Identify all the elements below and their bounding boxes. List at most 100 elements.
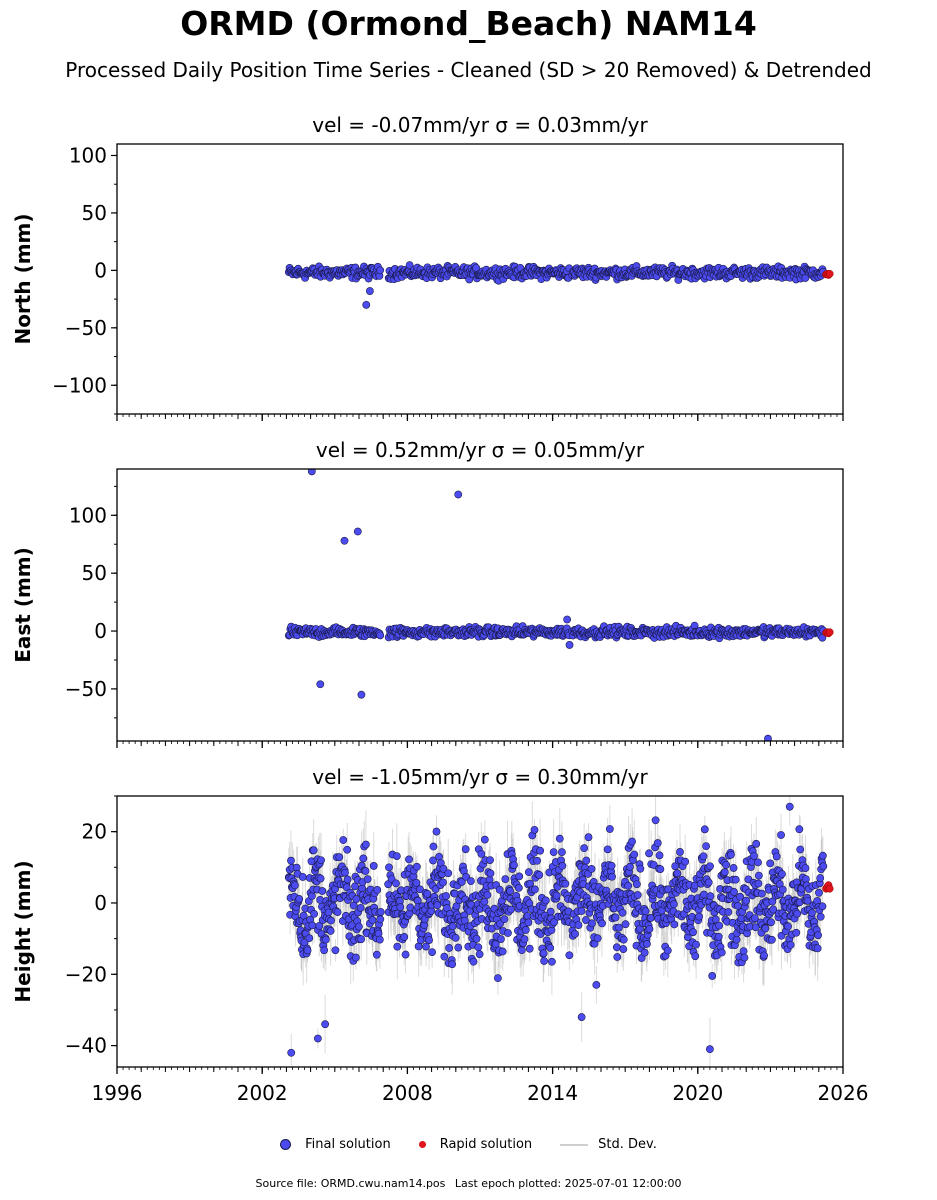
final-solution-point	[392, 879, 400, 888]
final-solution-point	[298, 873, 307, 881]
final-solution-point	[558, 861, 567, 870]
final-solution-point	[317, 856, 325, 865]
final-solution-point	[352, 953, 360, 962]
final-solution-point	[525, 944, 534, 953]
page-title: ORMD (Ormond_Beach) NAM14	[180, 4, 757, 43]
final-solution-point	[445, 944, 454, 952]
final-solution-point	[501, 875, 510, 884]
final-solution-point	[565, 641, 574, 649]
final-solution-point	[321, 935, 330, 944]
final-solution-point	[582, 856, 591, 865]
final-solution-point	[498, 947, 507, 956]
final-solution-point	[474, 943, 483, 952]
final-solution-point	[494, 974, 502, 983]
final-solution-point	[472, 934, 481, 943]
y-tick-label: 50	[82, 201, 107, 225]
final-solution-point	[541, 896, 550, 905]
y-tick-label: −50	[65, 677, 107, 701]
final-solution-point	[295, 895, 304, 903]
final-solution-point	[539, 949, 548, 958]
final-solution-point	[318, 887, 327, 895]
final-solution-point	[343, 875, 352, 884]
final-solution-point	[448, 922, 457, 931]
final-solution-point	[448, 960, 457, 969]
final-solution-point	[331, 946, 340, 955]
final-solution-point	[385, 863, 393, 872]
final-solution-point	[355, 922, 363, 931]
rapid-solution-point	[825, 269, 834, 278]
plot-area	[284, 261, 834, 310]
final-solution-point	[362, 840, 370, 849]
final-solution-point	[376, 908, 385, 916]
final-solution-point	[412, 862, 421, 871]
final-solution-point	[439, 864, 448, 873]
final-solution-point	[368, 916, 377, 924]
final-solution-point	[530, 825, 539, 834]
final-solution-point	[440, 952, 449, 961]
y-tick-label: −100	[52, 373, 107, 397]
y-tick-label: 100	[69, 143, 107, 167]
final-solution-point	[376, 631, 385, 640]
final-solution-point	[303, 946, 312, 955]
final-solution-point	[475, 950, 484, 959]
final-solution-point	[400, 933, 409, 941]
final-solution-point	[486, 869, 495, 878]
final-solution-point	[429, 842, 438, 851]
final-solution-point	[357, 690, 366, 699]
final-solution-point	[584, 833, 593, 842]
y-tick-label: −50	[65, 316, 107, 340]
final-solution-point	[546, 943, 555, 952]
final-solution-point	[457, 878, 466, 886]
final-solution-point	[376, 915, 385, 924]
final-solution-point	[428, 948, 437, 956]
final-solution-point	[577, 907, 586, 915]
final-solution-point	[326, 927, 335, 935]
final-solution-point	[467, 877, 475, 886]
final-solution-point	[393, 942, 402, 951]
final-solution-point	[477, 849, 486, 858]
final-solution-point	[343, 845, 352, 854]
final-solution-point	[327, 916, 335, 925]
final-solution-point	[571, 929, 579, 938]
final-solution-point	[442, 892, 450, 900]
final-solution-point	[565, 951, 574, 960]
final-solution-point	[372, 950, 381, 959]
final-solution-point	[315, 921, 324, 930]
y-tick-label: 50	[82, 561, 107, 585]
final-solution-point	[356, 903, 365, 912]
final-solution-point	[520, 935, 529, 944]
final-solution-point	[429, 856, 437, 865]
final-solution-point	[353, 527, 362, 536]
final-solution-point	[291, 881, 299, 890]
final-solution-point	[480, 897, 489, 906]
final-solution-point	[422, 942, 430, 951]
final-solution-point	[320, 946, 329, 955]
final-solution-point	[363, 875, 372, 884]
final-solution-point	[764, 734, 772, 741]
final-solution-point	[310, 909, 318, 918]
final-solution-point	[517, 946, 526, 955]
final-solution-point	[510, 861, 518, 869]
final-solution-point	[514, 884, 523, 892]
final-solution-point	[495, 885, 504, 894]
final-solution-point	[357, 935, 366, 944]
y-tick-label: 0	[94, 258, 107, 282]
final-solution-point	[535, 871, 544, 879]
final-solution-point	[405, 855, 413, 864]
final-solution-point	[461, 845, 470, 854]
page-subtitle: Processed Daily Position Time Series - C…	[65, 58, 872, 82]
final-solution-point	[524, 918, 533, 927]
final-solution-point	[352, 895, 361, 903]
final-solution-point	[361, 867, 370, 875]
final-solution-point	[561, 879, 570, 888]
final-solution-point	[536, 846, 545, 855]
final-solution-point	[333, 908, 342, 916]
final-solution-point	[392, 852, 401, 860]
panel-title: vel = 0.52mm/yr σ = 0.05mm/yr	[316, 438, 645, 462]
final-solution-point	[469, 957, 478, 966]
final-solution-point	[486, 856, 494, 864]
final-solution-point	[531, 885, 539, 894]
final-solution-point	[580, 844, 589, 853]
